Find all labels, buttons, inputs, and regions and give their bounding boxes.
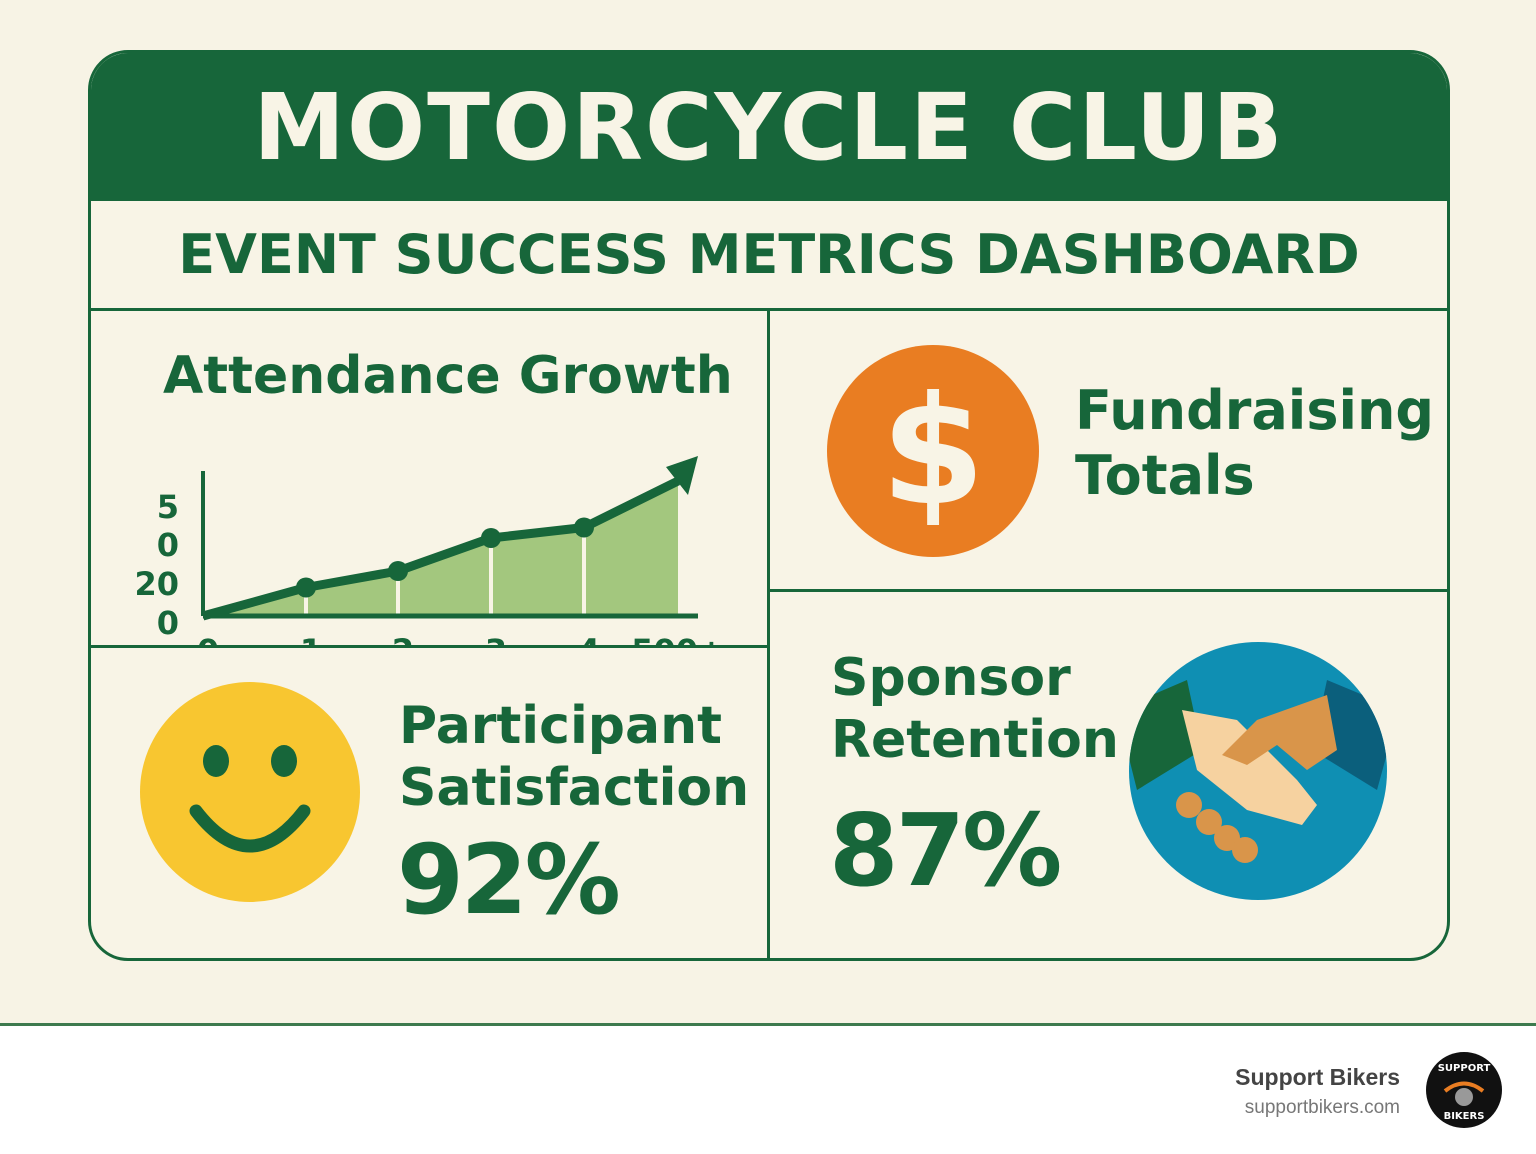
data-point xyxy=(296,577,316,598)
x-tick-label: 500+ xyxy=(631,632,725,645)
y-tick-label: 0 xyxy=(157,526,179,564)
attendance-title: Attendance Growth xyxy=(163,346,733,406)
x-tick-label: 0 xyxy=(197,632,219,645)
x-tick-label: 3 xyxy=(485,632,507,645)
smiley-face-icon xyxy=(140,682,360,902)
data-point xyxy=(574,517,594,538)
support-bikers-logo: SUPPORT BIKERS xyxy=(1426,1052,1502,1128)
satisfaction-title: Participant Satisfaction xyxy=(399,695,749,820)
footer-brand: Support Bikers xyxy=(1235,1064,1400,1090)
sponsor-value: 87% xyxy=(829,792,1062,909)
divider xyxy=(91,645,769,648)
sponsor-title-line: Sponsor xyxy=(831,648,1071,708)
data-point xyxy=(481,528,501,548)
chart-area xyxy=(203,481,678,616)
footer-brand-block: Support Bikers supportbikers.com xyxy=(1235,1064,1400,1119)
svg-text:SUPPORT: SUPPORT xyxy=(1438,1063,1491,1074)
y-tick-label: 5 xyxy=(157,488,179,526)
fundraising-title-line: Fundraising xyxy=(1075,379,1435,442)
dollar-coin-icon: $ xyxy=(827,345,1039,557)
y-tick-label: 20 xyxy=(134,565,179,603)
fundraising-title-line: Totals xyxy=(1075,443,1255,507)
y-tick-label: 0 xyxy=(157,604,179,642)
x-tick-label: 2 xyxy=(392,632,414,645)
fundraising-title: Fundraising Totals xyxy=(1075,379,1434,509)
header-banner: MOTORCYCLE CLUB xyxy=(91,53,1447,201)
divider xyxy=(767,311,770,958)
footer-url[interactable]: supportbikers.com xyxy=(1244,1097,1400,1118)
trend-arrow-icon xyxy=(666,456,698,495)
footer: Support Bikers supportbikers.com SUPPORT… xyxy=(0,1026,1536,1154)
data-point xyxy=(388,561,408,581)
satisfaction-title-line: Satisfaction xyxy=(399,758,750,819)
dollar-symbol: $ xyxy=(881,365,985,539)
sponsor-title: Sponsor Retention xyxy=(831,647,1119,772)
sponsor-title-line: Retention xyxy=(831,710,1119,771)
satisfaction-title-line: Participant xyxy=(399,696,722,756)
page-title: MOTORCYCLE CLUB xyxy=(253,73,1285,181)
satisfaction-value: 92% xyxy=(397,824,621,936)
divider xyxy=(769,589,1447,592)
dashboard-card: MOTORCYCLE CLUB EVENT SUCCESS METRICS DA… xyxy=(88,50,1450,961)
svg-text:BIKERS: BIKERS xyxy=(1444,1111,1485,1122)
x-tick-label: 1 xyxy=(300,632,322,645)
x-tick-label: 4 xyxy=(578,632,600,645)
page-subtitle: EVENT SUCCESS METRICS DASHBOARD xyxy=(178,223,1360,286)
footer-divider xyxy=(0,1023,1536,1026)
subtitle-row: EVENT SUCCESS METRICS DASHBOARD xyxy=(91,201,1447,311)
series-line xyxy=(201,476,680,621)
handshake-icon xyxy=(1129,642,1387,900)
